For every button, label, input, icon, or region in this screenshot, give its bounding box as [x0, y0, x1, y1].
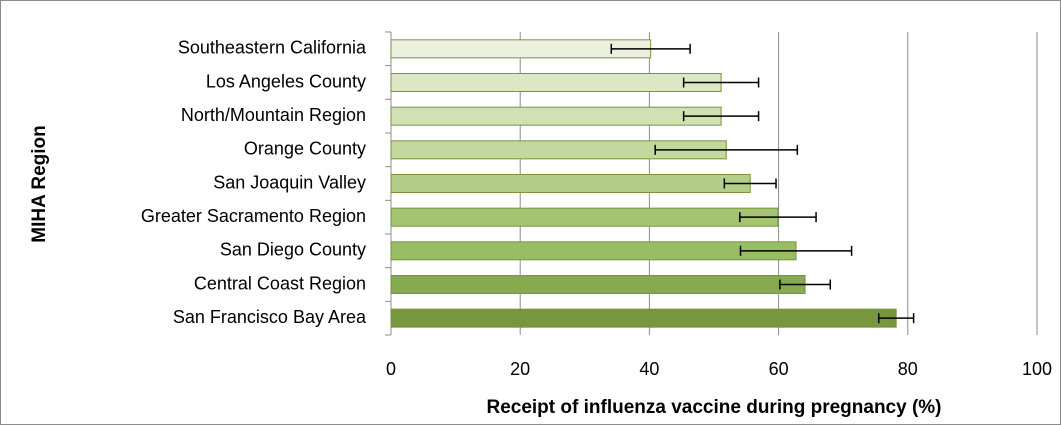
x-axis-title: Receipt of influenza vaccine during preg…	[486, 397, 941, 418]
bar	[390, 308, 897, 328]
x-tick-label: 20	[510, 359, 530, 379]
x-tick-label: 100	[1022, 359, 1052, 379]
y-tick-label: Los Angeles County	[206, 71, 366, 91]
x-tick-label: 60	[769, 359, 789, 379]
x-tick-label: 80	[898, 359, 918, 379]
x-tick-label: 40	[639, 359, 659, 379]
y-tick-label: San Joaquin Valley	[213, 172, 366, 192]
y-tick-label: Southeastern California	[178, 38, 367, 58]
bar	[390, 73, 722, 92]
bar	[390, 241, 797, 261]
y-axis-title: MIHA Region	[29, 125, 50, 243]
bar	[390, 174, 751, 193]
y-tick-label: Greater Sacramento Region	[141, 206, 366, 226]
x-tick-label: 0	[386, 359, 396, 379]
bar	[390, 275, 806, 294]
bar	[390, 207, 779, 227]
y-tick-label: North/Mountain Region	[181, 105, 366, 125]
y-tick-label: San Diego County	[220, 240, 366, 260]
y-tick-label: Central Coast Region	[194, 273, 366, 293]
y-tick-label: Orange County	[244, 139, 366, 159]
bar	[390, 106, 722, 126]
y-tick-label: San Francisco Bay Area	[173, 307, 367, 327]
